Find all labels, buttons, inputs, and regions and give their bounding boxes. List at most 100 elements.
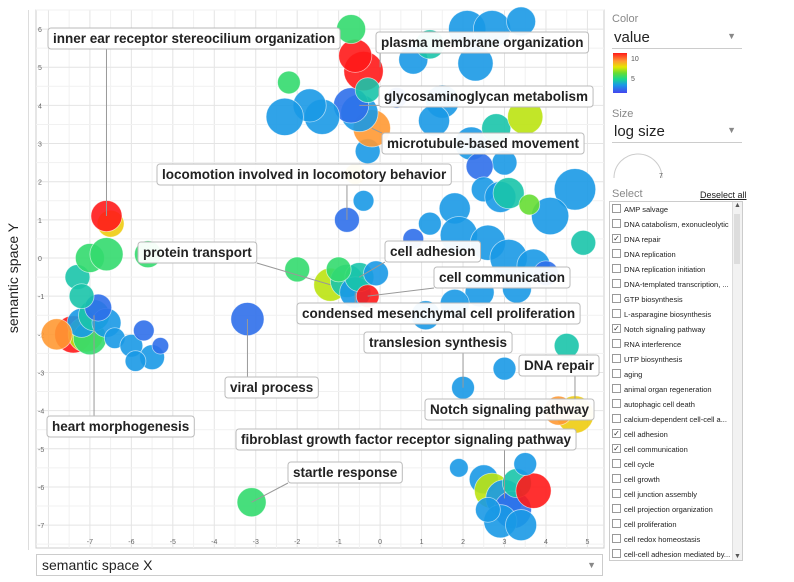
bubble-annotation: plasma membrane organization <box>381 35 584 50</box>
bubble <box>352 190 375 212</box>
chevron-down-icon: ▼ <box>727 125 736 135</box>
bubble <box>68 283 95 310</box>
annotation-box <box>518 354 600 377</box>
term-list-item[interactable]: DNA catabolism, exonucleolytic <box>610 217 734 232</box>
term-list-item[interactable]: UTP biosynthesis <box>610 352 734 367</box>
annotation-leader <box>371 127 383 134</box>
x-axis-select[interactable]: semantic space X ▼ <box>36 554 603 576</box>
size-metric-select[interactable]: log size ▼ <box>612 120 742 143</box>
term-checkbox[interactable] <box>612 339 621 348</box>
term-checkbox[interactable] <box>612 204 621 213</box>
scroll-down-icon[interactable]: ▼ <box>734 553 741 560</box>
term-list-item[interactable]: cell cycle <box>610 457 734 472</box>
bubble <box>133 319 155 342</box>
annotation-box <box>378 85 594 108</box>
term-list-item[interactable]: cell redox homeostasis <box>610 532 734 547</box>
annotation-box <box>381 132 585 155</box>
annotation-box <box>384 240 482 263</box>
term-list-item[interactable]: ✓ cell adhesion <box>610 427 734 442</box>
annotation-box <box>296 302 581 325</box>
annotation-leader <box>367 287 435 297</box>
color-legend: 10 5 <box>613 53 639 93</box>
bubble-annotation: fibroblast growth factor receptor signal… <box>241 432 572 447</box>
term-list-item[interactable]: cell proliferation <box>610 517 734 532</box>
term-list-item[interactable]: cell projection organization <box>610 502 734 517</box>
scrollbar-thumb[interactable] <box>734 214 740 264</box>
select-title: Select <box>612 188 643 200</box>
term-checkbox[interactable] <box>612 459 621 468</box>
term-list-item[interactable]: L-asparagine biosynthesis <box>610 307 734 322</box>
x-tick-label: 1 <box>420 539 424 546</box>
term-list-item[interactable]: DNA replication <box>610 247 734 262</box>
y-tick-label: 1 <box>38 218 42 225</box>
term-label: L-asparagine biosynthesis <box>624 310 712 319</box>
term-checkbox[interactable]: ✓ <box>612 444 621 453</box>
scroll-up-icon[interactable]: ▲ <box>734 202 741 209</box>
color-metric-select[interactable]: value ▼ <box>612 26 742 49</box>
term-label: RNA interference <box>624 340 682 349</box>
bubble <box>553 168 597 211</box>
deselect-all-link[interactable]: Deselect all <box>700 190 747 200</box>
term-list-item[interactable]: ✓ cell communication <box>610 442 734 457</box>
term-list-item[interactable]: GTP biosynthesis <box>610 292 734 307</box>
term-checkbox[interactable] <box>612 354 621 363</box>
term-checkbox[interactable]: ✓ <box>612 429 621 438</box>
annotation-box <box>424 398 595 421</box>
term-list-item[interactable]: animal organ regeneration <box>610 382 734 397</box>
bubble <box>151 337 170 355</box>
term-list-items: AMP salvage DNA catabolism, exonucleolyti… <box>610 202 734 560</box>
term-select-list[interactable]: AMP salvage DNA catabolism, exonucleolyti… <box>609 201 743 561</box>
bubble <box>277 70 301 95</box>
term-list-item[interactable]: cell growth <box>610 472 734 487</box>
term-checkbox[interactable] <box>612 399 621 408</box>
term-checkbox[interactable] <box>612 474 621 483</box>
y-tick-label: -3 <box>38 370 44 377</box>
annotation-box <box>156 163 452 186</box>
list-scrollbar[interactable]: ▲ ▼ <box>732 202 742 560</box>
y-tick-label: 2 <box>38 180 42 187</box>
term-list-item[interactable]: DNA-templated transcription, ... <box>610 277 734 292</box>
bubble-annotation: heart morphogenesis <box>52 419 189 434</box>
term-checkbox[interactable] <box>612 384 621 393</box>
y-tick-label: -4 <box>38 409 44 416</box>
term-checkbox[interactable] <box>612 249 621 258</box>
term-checkbox[interactable] <box>612 264 621 273</box>
term-checkbox[interactable] <box>612 219 621 228</box>
term-list-item[interactable]: DNA replication initiation <box>610 262 734 277</box>
term-list-item[interactable]: cell junction assembly <box>610 487 734 502</box>
term-checkbox[interactable] <box>612 504 621 513</box>
term-checkbox[interactable] <box>612 534 621 543</box>
bubble <box>475 497 501 523</box>
y-tick-label: -7 <box>38 523 44 530</box>
bubble-annotation: translesion synthesis <box>369 335 507 350</box>
term-list-item[interactable]: cell-cell adhesion mediated by... <box>610 547 734 560</box>
size-title: Size <box>612 108 634 120</box>
term-checkbox[interactable]: ✓ <box>612 324 621 333</box>
bubble <box>325 256 352 283</box>
term-list-item[interactable]: ✓ Notch signaling pathway <box>610 322 734 337</box>
term-label: DNA catabolism, exonucleolytic <box>624 220 729 229</box>
term-label: DNA replication initiation <box>624 265 706 274</box>
term-checkbox[interactable] <box>612 489 621 498</box>
term-checkbox[interactable] <box>612 294 621 303</box>
term-checkbox[interactable] <box>612 369 621 378</box>
annotation-box <box>46 415 195 438</box>
annotation-box <box>235 428 577 451</box>
y-tick-label: 6 <box>38 27 42 34</box>
term-checkbox[interactable]: ✓ <box>612 234 621 243</box>
term-list-item[interactable]: ✓ DNA repair <box>610 232 734 247</box>
term-list-item[interactable]: AMP salvage <box>610 202 734 217</box>
term-list-item[interactable]: aging <box>610 367 734 382</box>
term-checkbox[interactable] <box>612 279 621 288</box>
term-checkbox[interactable] <box>612 309 621 318</box>
bubble-annotation: microtubule-based movement <box>387 136 580 151</box>
term-checkbox[interactable] <box>612 549 621 558</box>
term-checkbox[interactable] <box>612 414 621 423</box>
term-checkbox[interactable] <box>612 519 621 528</box>
term-list-item[interactable]: RNA interference <box>610 337 734 352</box>
term-list-item[interactable]: autophagic cell death <box>610 397 734 412</box>
term-list-item[interactable]: calcium-dependent cell-cell a... <box>610 412 734 427</box>
x-tick-label: 0 <box>378 539 382 546</box>
x-tick-label: 4 <box>544 539 548 546</box>
